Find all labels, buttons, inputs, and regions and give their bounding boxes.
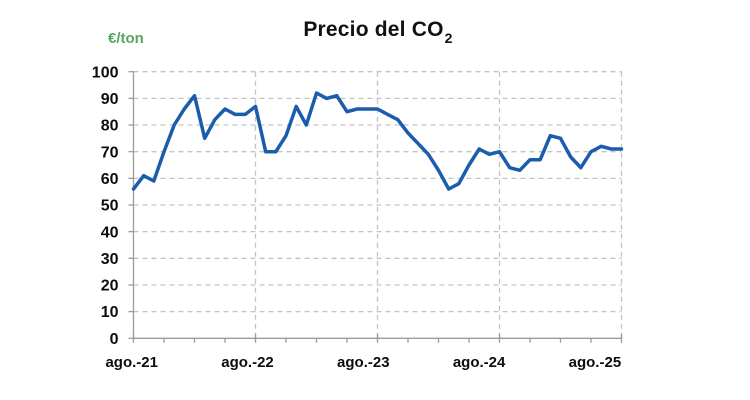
x-axis-tick-label: ago.-22: [221, 354, 274, 371]
y-axis-tick-label: 60: [101, 171, 119, 188]
y-axis-tick-label: 10: [101, 304, 119, 321]
y-axis-tick-label: 40: [101, 224, 119, 241]
y-axis-tick-label: 100: [92, 64, 119, 81]
y-axis-tick-label: 80: [101, 118, 119, 135]
y-axis-unit-label: €/ton: [108, 30, 144, 47]
x-axis-tick-label: ago.-23: [337, 354, 390, 371]
chart-title-text: Precio del CO: [303, 18, 444, 41]
y-axis-tick-label: 70: [101, 144, 119, 161]
y-axis-tick-label: 90: [101, 91, 119, 108]
y-axis-tick-label: 50: [101, 198, 119, 215]
price-line-series: [131, 91, 624, 191]
y-axis-tick-label: 0: [110, 331, 119, 348]
x-axis-tick-label: ago.-21: [105, 354, 158, 371]
chart-title-subscript: 2: [444, 30, 453, 47]
y-axis-tick-label: 30: [101, 251, 119, 268]
x-axis-tick-label: ago.-25: [569, 354, 622, 371]
x-axis-tick-label: ago.-24: [453, 354, 506, 371]
chart-title: Precio del CO2: [133, 18, 622, 50]
y-axis-tick-label: 20: [101, 278, 119, 295]
